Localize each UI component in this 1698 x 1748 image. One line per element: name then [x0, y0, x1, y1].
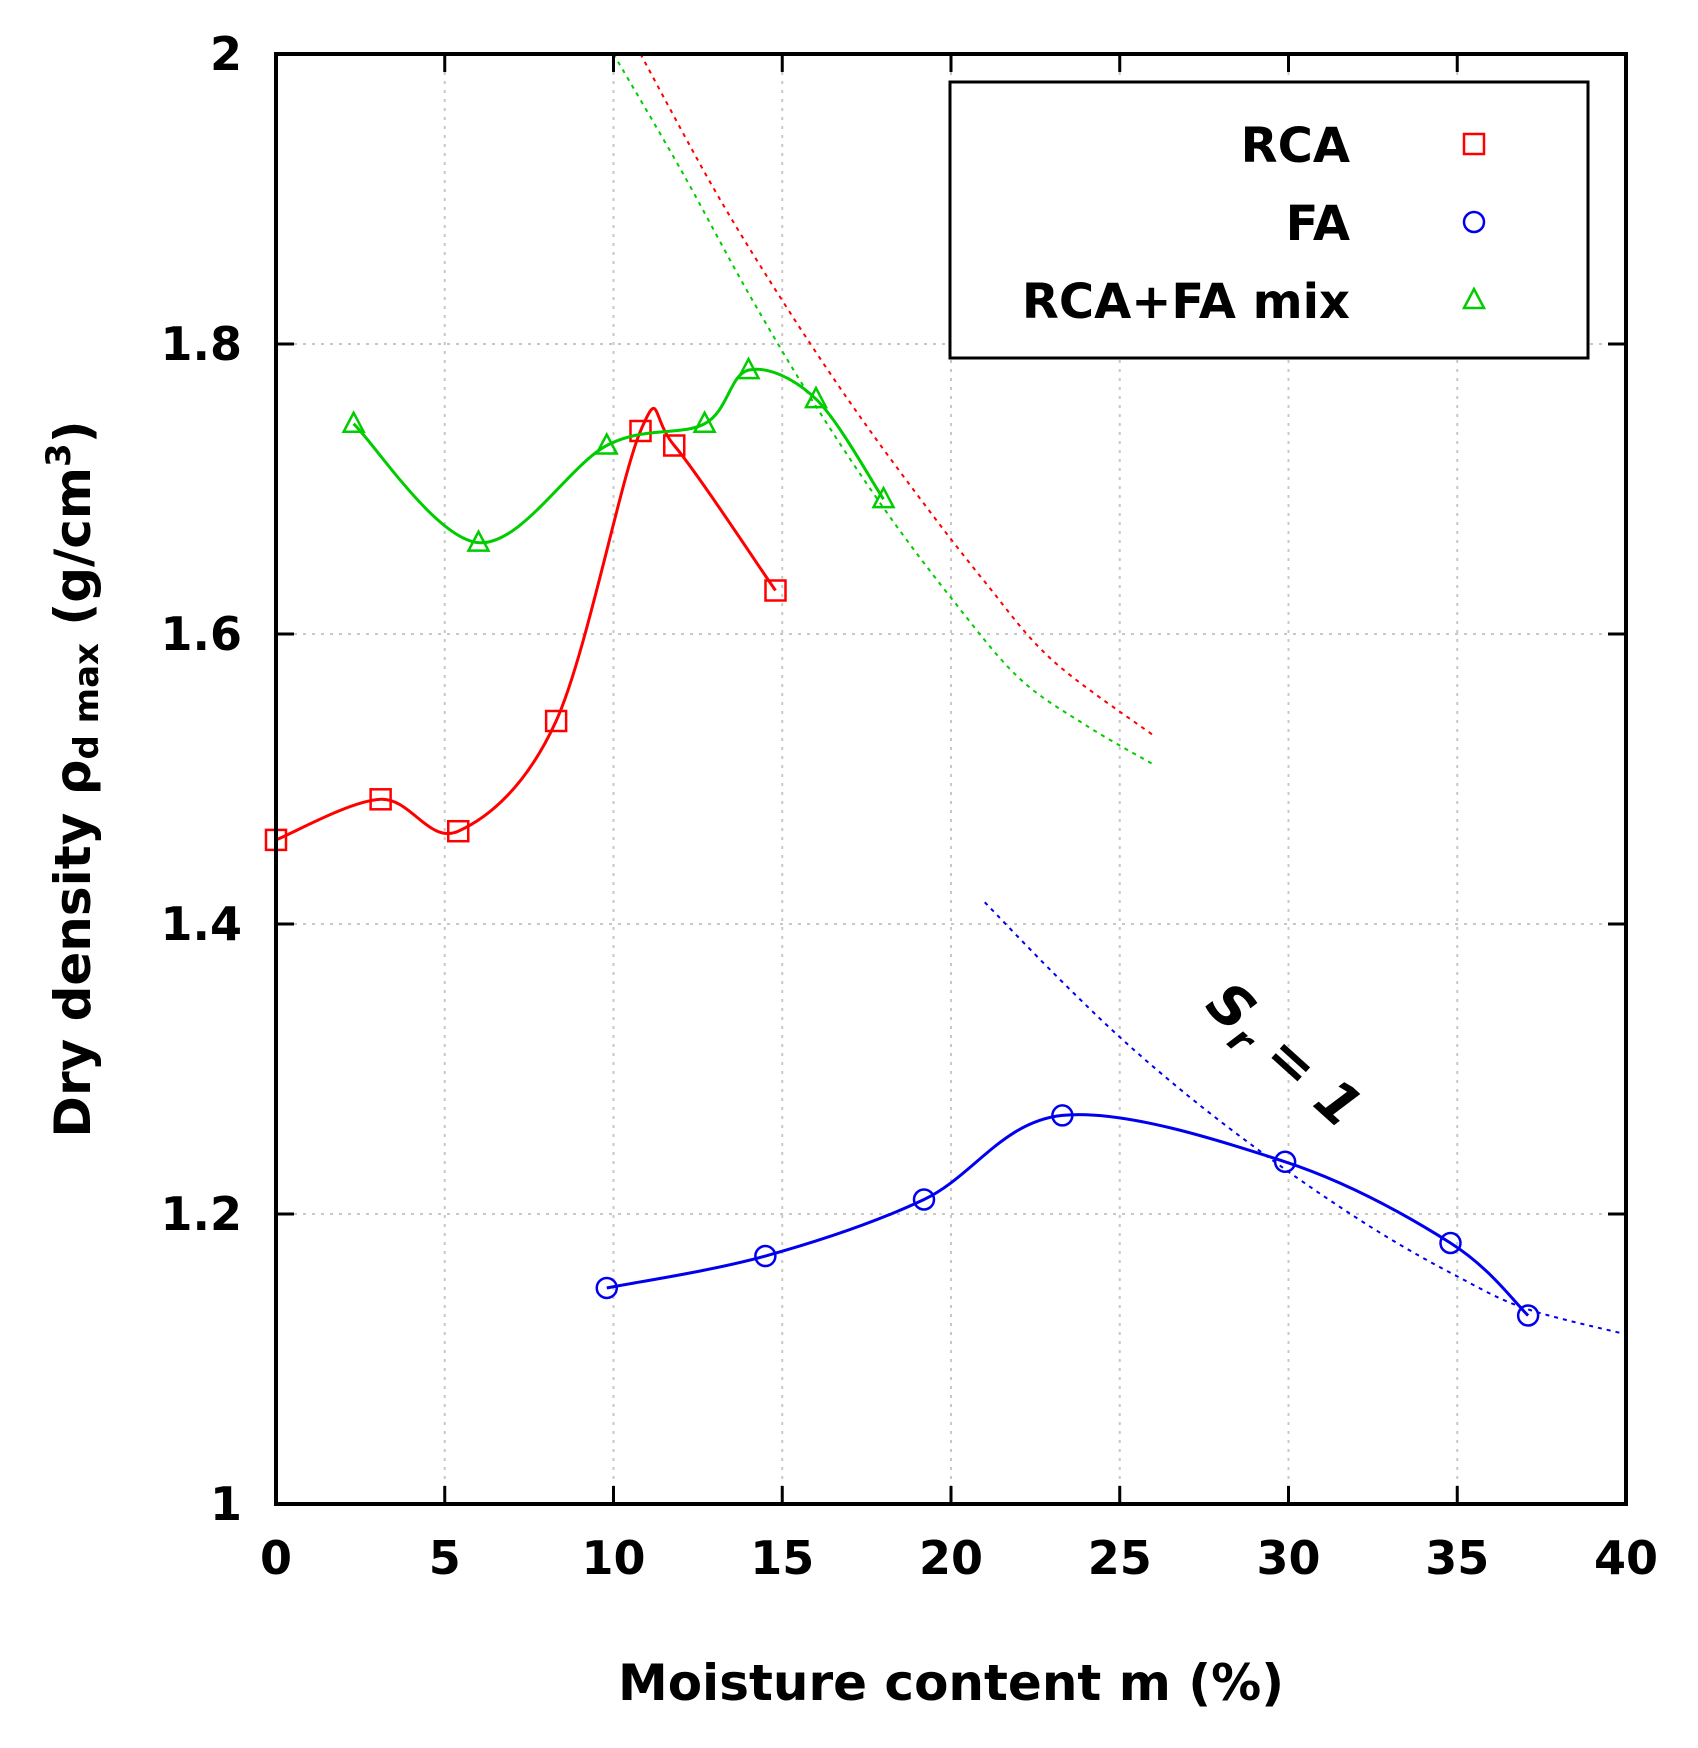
legend-marker	[1462, 210, 1486, 234]
x-tick-label: 5	[429, 1531, 461, 1585]
data-point	[754, 1244, 777, 1268]
series-rca	[264, 406, 787, 852]
series-rca-fa-mix	[341, 356, 896, 552]
data-point	[595, 1276, 618, 1300]
saturation-curve	[639, 53, 1155, 737]
legend-marker	[1462, 132, 1486, 156]
data-point	[803, 385, 829, 409]
y-axis-label-unit-open: (g/cm	[44, 467, 102, 643]
y-axis-label: Dry density ρd max (g/cm3)	[39, 420, 107, 1137]
legend-label: RCA	[1241, 118, 1350, 174]
data-point	[544, 709, 568, 733]
x-tick-label: 25	[1088, 1531, 1152, 1585]
y-tick-label: 1	[210, 1477, 242, 1531]
data-point	[1273, 1150, 1297, 1174]
x-axis-label: Moisture content m (%)	[618, 1654, 1284, 1712]
y-tick-label: 1.2	[161, 1187, 243, 1241]
data-point	[1516, 1304, 1540, 1327]
data-point	[736, 356, 761, 380]
x-tick-label: 20	[919, 1531, 983, 1585]
data-point	[1051, 1104, 1074, 1127]
x-tick-label: 0	[260, 1531, 292, 1585]
data-point	[466, 528, 491, 552]
x-tick-label: 30	[1256, 1531, 1320, 1585]
data-point	[764, 579, 787, 602]
x-tick-label: 40	[1594, 1531, 1658, 1585]
y-tick-label: 1.4	[161, 897, 243, 951]
data-point	[871, 485, 896, 509]
data-point	[369, 788, 392, 811]
y-tick-label: 1.8	[161, 317, 243, 371]
y-axis-label-unit-close: )	[44, 420, 102, 443]
legend-label: RCA+FA mix	[1022, 274, 1350, 330]
data-point	[692, 410, 717, 433]
saturation-curves	[612, 53, 1627, 1336]
data-point	[1439, 1231, 1462, 1255]
data-point	[594, 431, 619, 455]
series-fa	[595, 1104, 1540, 1327]
data-point	[663, 434, 686, 457]
legend-label: FA	[1286, 196, 1350, 252]
y-tick-label: 1.6	[161, 607, 243, 661]
legend-items: RCA FA RCA+FA mix	[1022, 118, 1487, 330]
legend-box	[948, 80, 1590, 360]
x-tick-label: 15	[750, 1531, 814, 1585]
y-tick-label: 2	[210, 27, 242, 81]
data-point	[629, 419, 652, 443]
data-point	[912, 1188, 936, 1211]
y-axis-label-sub: d max	[67, 643, 107, 760]
x-tick-label: 10	[581, 1531, 645, 1585]
legend-marker	[1461, 286, 1487, 310]
data-point	[341, 410, 366, 433]
data-point	[447, 819, 470, 843]
y-axis-label-main: Dry density	[44, 795, 102, 1137]
legend: RCA FA RCA+FA mix	[948, 80, 1590, 360]
saturation-curve	[612, 53, 1155, 766]
series-line	[275, 406, 777, 842]
y-axis-label-rho: ρ	[44, 760, 102, 796]
series-line	[352, 367, 885, 545]
series-line	[606, 1113, 1530, 1317]
saturation-curve	[984, 901, 1627, 1336]
y-axis-label-sup: 3	[39, 443, 79, 467]
series-layer	[264, 356, 1540, 1327]
x-tick-label: 35	[1425, 1531, 1489, 1585]
tick-layer: 0 5 10 15 20 25 30 35 40 1 1.2 1.4 1.6 1.8 2	[161, 27, 1659, 1585]
